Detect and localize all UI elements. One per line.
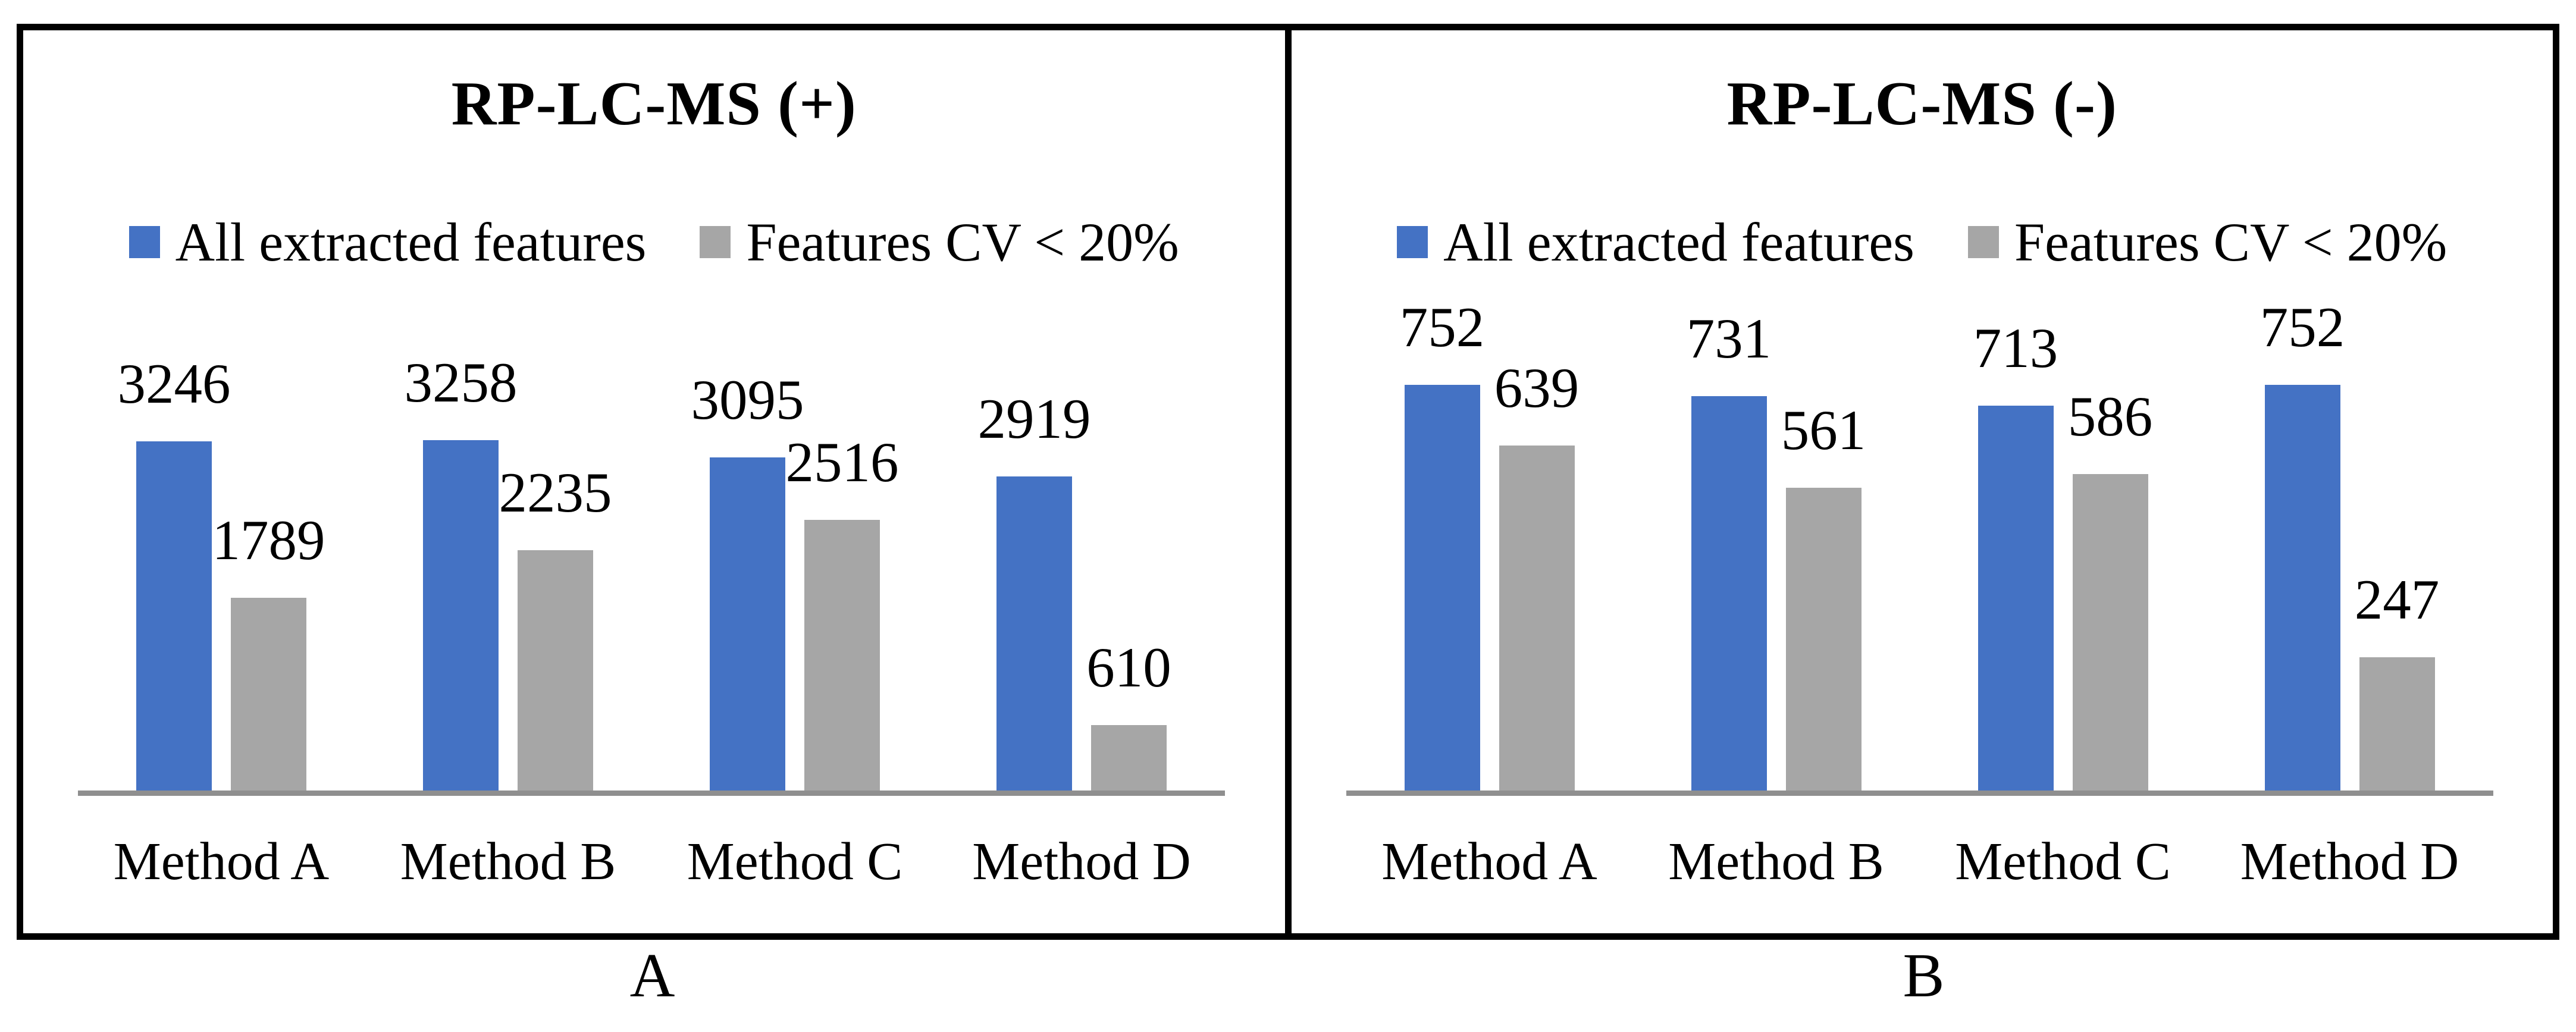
bar-cv20: 2235 [499,465,612,791]
legend-swatch-icon [129,226,160,258]
bar-value-label: 1789 [212,509,325,572]
legend-label: Features CV < 20% [746,212,1179,272]
bar-group: 3246 1789 [78,356,365,791]
legend-label: All extracted features [1443,212,1914,272]
legend-item: All extracted features [129,212,647,272]
bar-all-features: 2919 [978,391,1091,791]
category-label: Method B [1668,832,1884,891]
bar-value-label: 3095 [691,368,804,431]
bar-value-label: 247 [2354,568,2440,631]
chart-panel-negative: RP-LC-MS (-) All extracted features Featu… [1292,30,2553,933]
legend-item: Features CV < 20% [1967,212,2447,272]
category-label: Method C [1955,832,2171,891]
category-axis: Method A Method B Method C Method D [1346,835,2493,889]
bar-value-label: 610 [1086,636,1171,699]
bar-cv20: 639 [1494,360,1579,791]
legend-label: Features CV < 20% [2014,212,2447,272]
bar-cv20: 247 [2355,572,2439,791]
chart-title: RP-LC-MS (+) [451,68,857,138]
bar-all-features: 752 [2260,299,2345,791]
chart-title: RP-LC-MS (-) [1726,68,2117,138]
category-label: Method B [400,832,616,891]
bar-group: 2919 610 [938,391,1225,791]
bar-group: 713 586 [1920,320,2207,791]
bar-value-label: 586 [2067,385,2153,448]
panel-captions: A B [17,944,2559,1006]
legend-swatch-icon [1967,226,1999,258]
figure-box: RP-LC-MS (+) All extracted features Featu… [17,24,2559,940]
bar-cv20: 586 [2068,388,2152,791]
bar-group: 752 247 [2207,299,2493,791]
bar-value-label: 2516 [785,431,899,494]
legend-item: Features CV < 20% [700,215,1179,269]
bar-cv20: 561 [1781,402,1866,791]
bar-group: 752 639 [1346,299,1633,791]
bar-cv20: 1789 [212,512,325,791]
legend-swatch-icon [1397,226,1428,258]
bar-all-features: 731 [1687,310,1771,791]
legend: All extracted features Features CV < 20% [23,215,1285,269]
plot-area: 3246 1789 3258 2235 3095 2516 2919 610 [78,355,1225,796]
bar-value-label: 561 [1781,399,1866,462]
plot-area: 752 639 731 561 713 586 752 247 [1346,299,2493,796]
category-label: Method D [2240,832,2459,891]
bar-group: 731 561 [1633,310,1920,791]
bar-value-label: 752 [1399,296,1485,359]
bar-cv20: 2516 [786,434,899,791]
bar-value-label: 713 [1973,316,2058,379]
category-label: Method A [113,832,330,891]
bar-value-label: 731 [1686,307,1772,370]
category-label: Method A [1381,832,1597,891]
panel-caption-a: A [629,940,675,1010]
bar-cv20: 610 [1086,639,1171,791]
category-label: Method D [972,832,1191,891]
bar-group: 3258 2235 [365,355,651,791]
bar-all-features: 713 [1973,320,2058,791]
bar-value-label: 2919 [977,387,1091,450]
legend-item: All extracted features [1397,215,1914,269]
bar-group: 3095 2516 [651,372,938,791]
legend-label: All extracted features [175,212,647,272]
bar-value-label: 639 [1494,356,1580,419]
bar-all-features: 752 [1400,299,1484,791]
bar-value-label: 752 [2260,296,2345,359]
panel-caption-b: B [1903,940,1945,1010]
legend-swatch-icon [700,226,731,258]
bar-all-features: 3246 [118,356,231,791]
category-label: Method C [687,832,903,891]
category-axis: Method A Method B Method C Method D [78,835,1225,889]
bar-value-label: 3258 [404,351,518,414]
bar-value-label: 3246 [117,352,231,415]
chart-panel-positive: RP-LC-MS (+) All extracted features Featu… [23,30,1292,933]
legend: All extracted features Features CV < 20% [1292,215,2553,269]
bar-all-features: 3095 [691,372,804,791]
bar-all-features: 3258 [405,355,518,791]
bar-value-label: 2235 [499,461,612,524]
